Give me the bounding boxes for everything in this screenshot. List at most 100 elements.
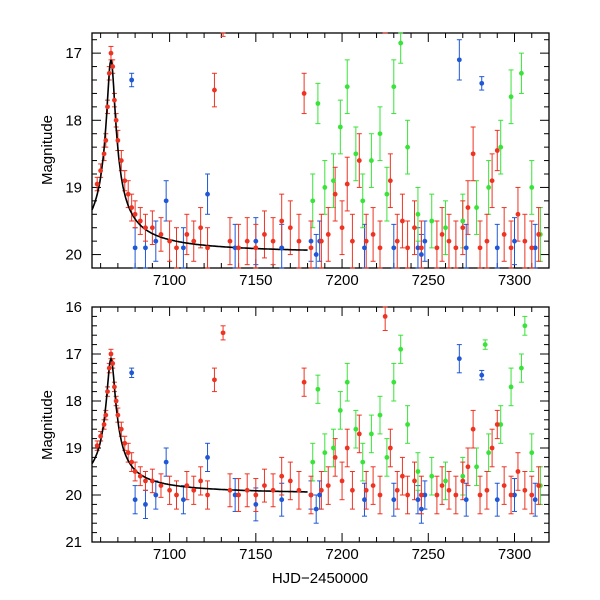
- data-point-red: [198, 478, 204, 484]
- data-point-green: [405, 144, 410, 150]
- data-point-blue: [153, 492, 159, 498]
- data-point-red: [149, 478, 155, 484]
- y-tick-label: 19: [65, 179, 82, 196]
- data-point-green: [474, 205, 479, 210]
- data-point-blue: [205, 455, 210, 460]
- data-point-red: [339, 225, 345, 231]
- data-point-red: [110, 64, 116, 69]
- data-point-red: [356, 431, 362, 437]
- data-point-blue: [463, 245, 469, 251]
- data-point-green: [519, 70, 524, 76]
- data-point-red: [453, 245, 459, 251]
- data-point-red: [205, 492, 210, 498]
- data-point-blue: [456, 356, 462, 362]
- data-point-red: [377, 245, 383, 251]
- data-point-red: [470, 151, 476, 157]
- data-point-blue: [132, 497, 138, 503]
- data-point-red: [434, 492, 440, 498]
- top-data-points: [94, 40, 543, 257]
- data-point-red: [122, 440, 128, 446]
- data-point-red: [501, 483, 507, 488]
- x-tick-label: 7250: [412, 546, 445, 563]
- data-point-red: [184, 232, 190, 237]
- data-point-green: [460, 473, 466, 479]
- x-tick-label: 7200: [325, 546, 358, 563]
- data-point-red: [339, 478, 345, 484]
- data-point-green: [310, 198, 316, 204]
- data-point-blue: [232, 245, 238, 251]
- data-point-red: [227, 487, 233, 493]
- data-point-red: [113, 398, 119, 404]
- data-point-red: [244, 238, 250, 244]
- data-point-red: [125, 450, 131, 456]
- data-point-red: [108, 351, 114, 357]
- data-point-red: [287, 478, 293, 484]
- data-point-red: [494, 422, 500, 427]
- data-point-blue: [362, 245, 367, 251]
- data-point-red: [227, 238, 233, 244]
- data-point-blue: [163, 459, 169, 465]
- data-point-green: [508, 384, 514, 390]
- data-point-red: [400, 218, 405, 224]
- x-tick-label: 7200: [325, 272, 358, 289]
- data-point-blue: [153, 238, 159, 244]
- data-point-red: [105, 389, 110, 394]
- data-point-blue: [422, 492, 428, 498]
- data-point-red: [363, 487, 369, 493]
- data-point-blue: [163, 198, 169, 204]
- data-point-green: [398, 40, 404, 46]
- data-point-red: [477, 492, 483, 498]
- data-point-red: [236, 492, 241, 498]
- data-point-green: [486, 450, 492, 456]
- data-point-red: [118, 426, 124, 432]
- data-point-red: [363, 238, 369, 244]
- y-tick-label: 18: [65, 393, 82, 410]
- data-point-blue: [415, 497, 421, 503]
- data-point-red: [489, 445, 495, 451]
- data-point-red: [296, 238, 302, 244]
- data-point-red: [94, 181, 100, 187]
- data-point-blue: [479, 372, 485, 378]
- data-point-red: [465, 205, 471, 210]
- data-point-blue: [512, 492, 517, 498]
- y-tick-label: 17: [65, 346, 82, 363]
- data-point-red: [106, 365, 112, 371]
- data-point-blue: [132, 245, 138, 251]
- data-point-red: [350, 238, 355, 244]
- data-point-green: [498, 422, 504, 427]
- data-point-red: [98, 168, 104, 174]
- data-point-red: [220, 330, 226, 336]
- data-point-blue: [391, 497, 397, 503]
- data-point-red: [137, 473, 143, 479]
- data-point-red: [301, 91, 307, 96]
- data-point-green: [353, 151, 359, 157]
- data-point-red: [377, 492, 383, 498]
- data-point-blue: [391, 245, 397, 251]
- data-point-green: [360, 198, 366, 204]
- data-point-red: [453, 492, 459, 498]
- data-point-green: [384, 191, 390, 197]
- data-point-red: [344, 181, 350, 187]
- data-point-green: [315, 101, 321, 106]
- data-point-green: [331, 178, 336, 184]
- data-point-red: [101, 151, 107, 157]
- data-point-red: [212, 87, 217, 93]
- data-point-blue: [362, 497, 367, 503]
- data-point-blue: [494, 245, 500, 251]
- data-point-red: [253, 245, 259, 251]
- data-point-red: [167, 238, 173, 244]
- data-point-green: [474, 464, 479, 470]
- data-point-green: [391, 379, 397, 385]
- data-point-red: [536, 483, 542, 488]
- data-point-red: [465, 464, 471, 470]
- data-point-red: [515, 211, 521, 217]
- data-point-blue: [279, 245, 285, 251]
- data-point-red: [132, 469, 138, 474]
- bottom-errorbars: [94, 306, 543, 524]
- data-point-red: [132, 211, 138, 217]
- data-point-red: [118, 158, 124, 163]
- data-point-red: [115, 412, 121, 418]
- data-point-red: [279, 218, 285, 224]
- data-point-red: [244, 487, 250, 493]
- data-point-green: [415, 469, 421, 474]
